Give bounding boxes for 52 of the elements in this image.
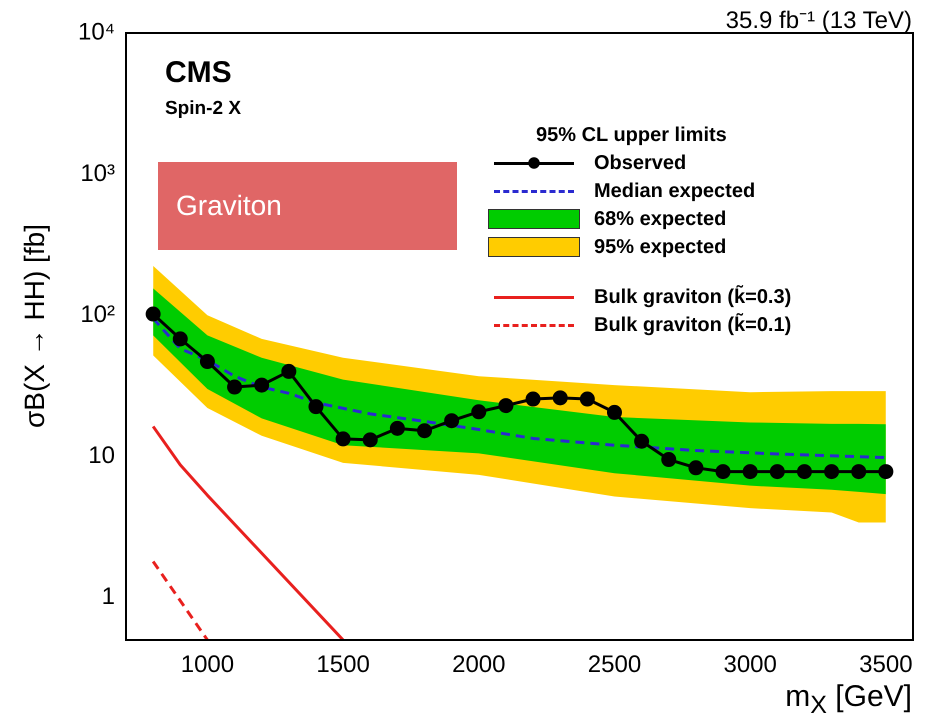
point (254, 378, 270, 393)
point (308, 399, 324, 414)
point (471, 404, 486, 420)
y-tick-label: 10 (88, 442, 115, 470)
y-axis-title: σB(X → HH) [fb] (19, 223, 51, 430)
x-tick-label: 1500 (316, 651, 370, 678)
x-axis-title: m$_{X}$ [GeV] (785, 680, 912, 720)
point (417, 423, 432, 438)
annotation: 35.9 fb⁻¹ (13 TeV) (726, 6, 912, 35)
point (146, 306, 161, 322)
legend-label: 68% expected (594, 208, 726, 230)
point (362, 432, 378, 448)
point (824, 464, 840, 480)
point (770, 464, 785, 480)
point (336, 431, 351, 446)
legend-label: Bulk graviton (k̃=0.1) (594, 314, 792, 336)
point (716, 464, 731, 480)
x-tick-label: 2500 (588, 651, 642, 678)
point (200, 354, 215, 370)
point (851, 464, 866, 480)
point (552, 390, 568, 406)
point (444, 413, 460, 428)
point (390, 420, 405, 436)
legend-label: 95% expected (594, 236, 726, 258)
y-tick-label: 1 (102, 583, 115, 610)
annotation: CMS (165, 56, 232, 90)
point (742, 464, 758, 480)
point (227, 380, 242, 395)
point (661, 452, 676, 468)
point (878, 464, 894, 480)
annotation: Spin-2 X (165, 98, 242, 120)
point (526, 392, 541, 407)
label-box: Graviton (158, 162, 457, 250)
x-tick-label: 3500 (859, 651, 913, 678)
point (796, 464, 812, 480)
point (580, 392, 595, 407)
point (634, 434, 650, 449)
legend-title: 95% CL upper limits (536, 124, 728, 147)
y-tick-label: 10² (80, 300, 116, 328)
point (281, 364, 296, 379)
x-tick-label: 2000 (452, 651, 506, 678)
y-tick-label: 10⁴ (78, 18, 115, 46)
legend-label: Bulk graviton (k̃=0.3) (594, 286, 792, 308)
legend-label: Observed (594, 152, 686, 174)
x-tick-label: 3000 (723, 651, 777, 678)
x-tick-label: 1000 (180, 651, 234, 678)
point (498, 398, 514, 414)
legend-label: Median expected (594, 180, 756, 202)
point (606, 404, 622, 420)
point (688, 460, 704, 476)
point (172, 331, 188, 346)
y-tick-label: 10³ (80, 160, 116, 187)
